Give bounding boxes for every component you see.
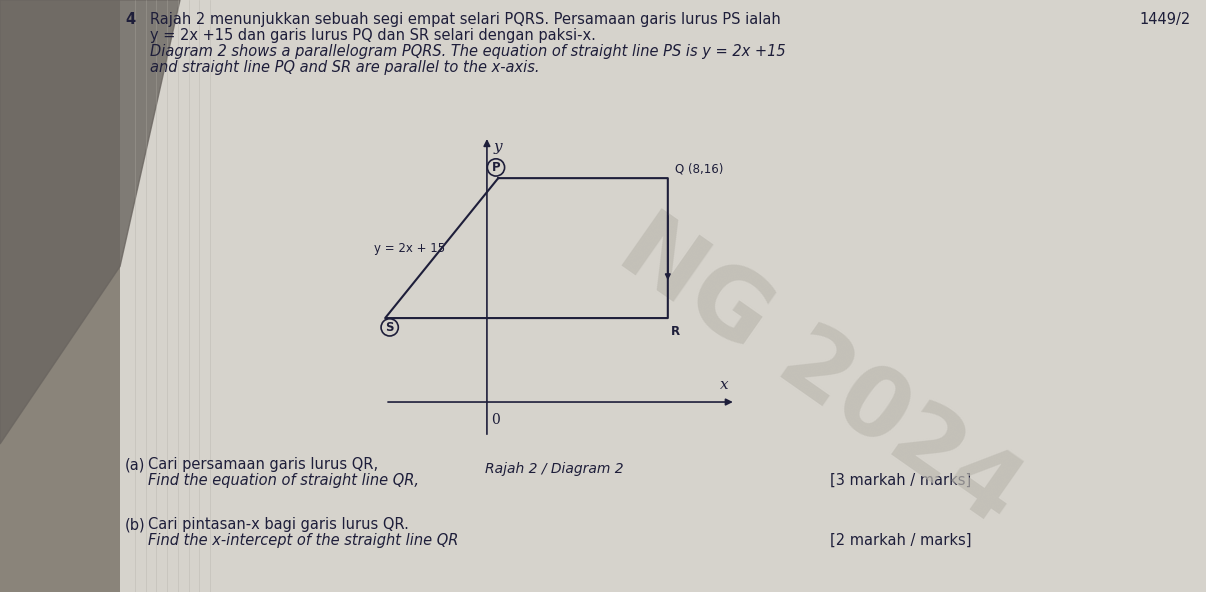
Text: P: P [492, 161, 500, 174]
Text: Rajah 2 menunjukkan sebuah segi empat selari PQRS. Persamaan garis lurus PS iala: Rajah 2 menunjukkan sebuah segi empat se… [150, 12, 780, 27]
Text: 1449/2: 1449/2 [1140, 12, 1192, 27]
Text: NG 2024: NG 2024 [603, 200, 1037, 543]
Text: Diagram 2 shows a parallelogram PQRS. The equation of straight line PS is y = 2x: Diagram 2 shows a parallelogram PQRS. Th… [150, 44, 785, 59]
Text: 0: 0 [492, 413, 500, 427]
Text: y = 2x +15 dan garis lurus PQ dan SR selari dengan paksi-x.: y = 2x +15 dan garis lurus PQ dan SR sel… [150, 28, 596, 43]
Text: 4: 4 [125, 12, 135, 27]
Text: (b): (b) [125, 517, 146, 532]
Text: [3 markah / marks]: [3 markah / marks] [830, 473, 971, 488]
Text: and straight line PQ and SR are parallel to the x-axis.: and straight line PQ and SR are parallel… [150, 60, 539, 75]
Text: x: x [720, 378, 728, 392]
Text: R: R [672, 325, 680, 338]
Bar [0, 0, 121, 592]
Text: y: y [493, 140, 503, 155]
Text: Cari pintasan-x bagi garis lurus QR.: Cari pintasan-x bagi garis lurus QR. [148, 517, 409, 532]
Text: Find the x-intercept of the straight line QR: Find the x-intercept of the straight lin… [148, 533, 458, 548]
Text: y = 2x + 15: y = 2x + 15 [374, 242, 445, 255]
Text: S: S [386, 321, 394, 334]
Text: Q (8,16): Q (8,16) [674, 162, 722, 175]
Text: Cari persamaan garis lurus QR,: Cari persamaan garis lurus QR, [148, 457, 379, 472]
Text: Find the equation of straight line QR,: Find the equation of straight line QR, [148, 473, 418, 488]
Polygon shape [0, 0, 180, 444]
Text: (a): (a) [125, 457, 146, 472]
Text: [2 markah / marks]: [2 markah / marks] [830, 533, 972, 548]
Text: Rajah 2 / Diagram 2: Rajah 2 / Diagram 2 [486, 462, 624, 476]
